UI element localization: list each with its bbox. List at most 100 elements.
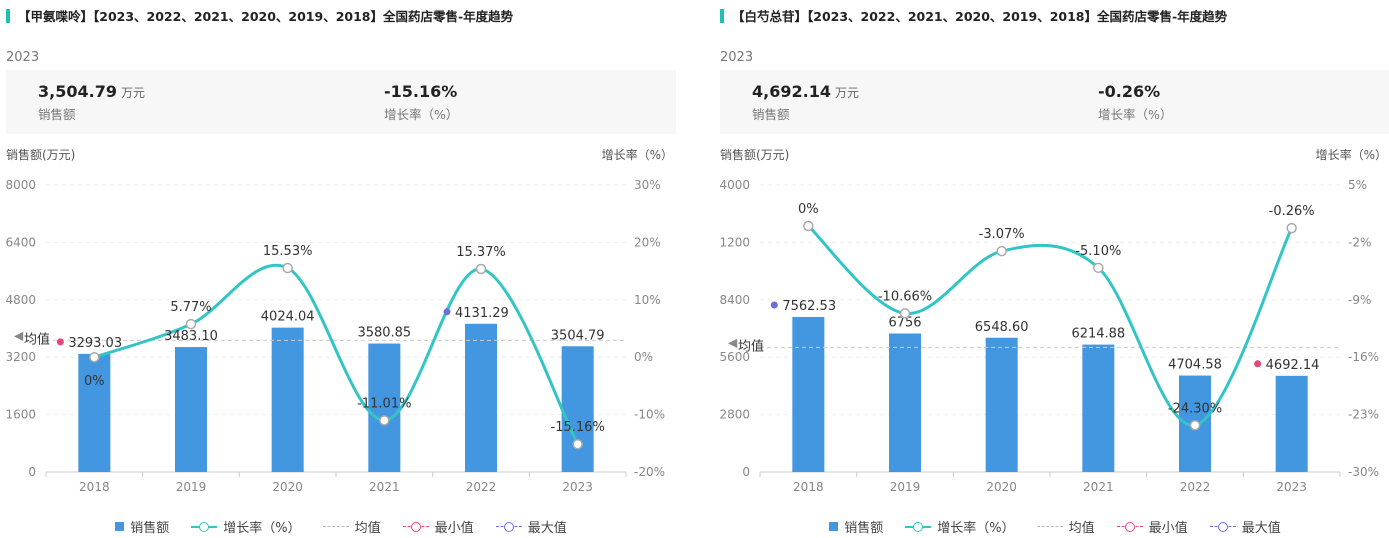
growth-point: [572, 438, 583, 450]
right-tick-label: -23%: [1348, 408, 1379, 422]
growth-point: [282, 262, 293, 274]
growth-data-label: -24.30%: [1168, 401, 1222, 416]
growth-point: [1093, 262, 1104, 274]
min-marker: [1254, 360, 1262, 368]
growth-value: -15.16%: [384, 82, 458, 101]
max-marker: [443, 308, 451, 316]
legend-item-max[interactable]: 最大值: [495, 517, 567, 536]
growth-line: [93, 264, 579, 445]
year-label: 2023: [720, 50, 754, 65]
x-tick-label: 2018: [79, 480, 110, 494]
right-tick-label: -9%: [1348, 293, 1371, 307]
combo-chart: 销售额(万元) 增长率（%） 0 1600 3200 4800 6400 8000 -20% -1…: [6, 147, 673, 494]
legend-item-growth[interactable]: 增长率（%）: [191, 517, 301, 536]
year-label: 2023: [6, 50, 40, 65]
growth-metric: -15.16% 增长率（%）: [384, 82, 458, 123]
right-tick-label: 30%: [634, 178, 661, 192]
right-axis-title: 增长率（%）: [1316, 147, 1387, 162]
chart-title: 【白芍总苷】【2023、2022、2021、2020、2019、2018】全国药…: [732, 9, 1228, 24]
growth-point: [379, 415, 390, 426]
sales-bar: [792, 316, 825, 472]
growth-metric: -0.26% 增长率（%）: [1098, 82, 1172, 123]
growth-data-label: 15.53%: [263, 244, 313, 259]
sales-data-label: 3504.79: [551, 328, 605, 343]
sales-bar: [889, 333, 921, 472]
mean-arrow-icon: ◀: [728, 335, 738, 349]
sales-label: 销售额: [752, 107, 790, 122]
legend-item-sales[interactable]: 销售额: [829, 517, 883, 536]
legend-item-mean[interactable]: 均值: [322, 517, 381, 536]
left-tick-label: 8000: [6, 178, 36, 192]
growth-line: [807, 224, 1294, 427]
growth-point: [185, 318, 197, 330]
min-marker: [56, 338, 64, 346]
sales-bar: [271, 327, 304, 472]
sales-data-label: 4131.29: [455, 306, 509, 321]
legend-label: 均值: [1068, 521, 1095, 536]
legend-item-growth[interactable]: 增长率（%）: [905, 517, 1015, 536]
growth-point: [1286, 222, 1297, 234]
sales-data-label: 3483.10: [164, 329, 218, 344]
right-axis-title: 增长率（%）: [602, 147, 673, 162]
growth-point: [899, 308, 911, 319]
sales-bar: [175, 347, 207, 472]
legend-item-max[interactable]: 最大值: [1209, 517, 1281, 536]
mean-swatch: [322, 526, 349, 527]
sales-data-label: 6756: [888, 316, 921, 331]
legend-item-mean[interactable]: 均值: [1036, 517, 1095, 536]
growth-point: [996, 245, 1007, 257]
sales-bar: [465, 323, 497, 472]
growth-data-label: -10.66%: [878, 289, 932, 304]
right-tick-label: -2%: [1348, 235, 1371, 249]
sales-unit: 万元: [834, 86, 859, 100]
legend-item-min[interactable]: 最小值: [1116, 517, 1188, 536]
growth-data-label: -5.10%: [1075, 244, 1121, 259]
chart-legend: 销售额 增长率（%） 均值 最小值 最大值: [720, 517, 1389, 536]
right-tick-label: -30%: [1348, 465, 1379, 479]
sales-data-label: 6548.60: [975, 320, 1029, 335]
x-tick-label: 2021: [369, 480, 400, 494]
sales-metric: 4,692.14 万元 销售额: [752, 82, 859, 123]
line-swatch: [905, 521, 932, 532]
left-tick-label: 0: [28, 465, 36, 479]
left-tick-label: 0: [742, 465, 750, 479]
left-tick-label: 6400: [6, 235, 36, 249]
sales-data-label: 6214.88: [1071, 327, 1125, 342]
combo-chart: 销售额(万元) 增长率（%） 0 2800 5600 8400 11200 14000 -30%…: [720, 147, 1387, 494]
max-swatch: [495, 521, 522, 532]
left-tick-label: 8400: [720, 293, 750, 307]
left-tick-label: 14000: [720, 178, 750, 192]
sales-unit: 万元: [120, 86, 145, 100]
left-axis-title: 销售额(万元): [720, 147, 789, 162]
growth-data-label: -11.01%: [357, 396, 411, 411]
growth-data-label: 0%: [84, 374, 105, 389]
summary-card: 3,504.79 万元 销售额 -15.16% 增长率（%）: [6, 70, 676, 134]
line-swatch: [191, 521, 218, 532]
min-swatch: [402, 521, 429, 532]
x-tick-label: 2023: [1276, 480, 1307, 494]
legend-item-min[interactable]: 最小值: [402, 517, 474, 536]
growth-point: [89, 351, 100, 363]
chart-panel-right: 【白芍总苷】【2023、2022、2021、2020、2019、2018】全国药…: [720, 0, 1389, 538]
chart-panel-left: 【甲氨喋呤】【2023、2022、2021、2020、2019、2018】全国药…: [6, 0, 686, 538]
x-tick-label: 2020: [272, 480, 303, 494]
legend-item-sales[interactable]: 销售额: [115, 517, 169, 536]
sales-value: 3,504.79: [38, 82, 117, 101]
right-tick-label: 10%: [634, 293, 661, 307]
right-tick-label: -20%: [634, 465, 665, 479]
sales-bar: [368, 343, 401, 472]
sales-metric: 3,504.79 万元 销售额: [38, 82, 145, 123]
mean-label: 均值: [738, 338, 764, 354]
chart-title-row: 【白芍总苷】【2023、2022、2021、2020、2019、2018】全国药…: [720, 6, 1227, 25]
bar-swatch: [829, 522, 839, 531]
growth-data-label: -3.07%: [979, 227, 1025, 242]
growth-data-label: 0%: [798, 202, 819, 217]
title-accent-bar: [720, 8, 724, 23]
right-tick-label: -10%: [634, 408, 665, 422]
sales-label: 销售额: [38, 107, 76, 122]
x-tick-label: 2022: [1180, 480, 1211, 494]
x-tick-label: 2020: [986, 480, 1017, 494]
left-tick-label: 5600: [720, 350, 750, 364]
summary-card: 4,692.14 万元 销售额 -0.26% 增长率（%）: [720, 70, 1389, 134]
legend-label: 销售额: [130, 521, 170, 536]
